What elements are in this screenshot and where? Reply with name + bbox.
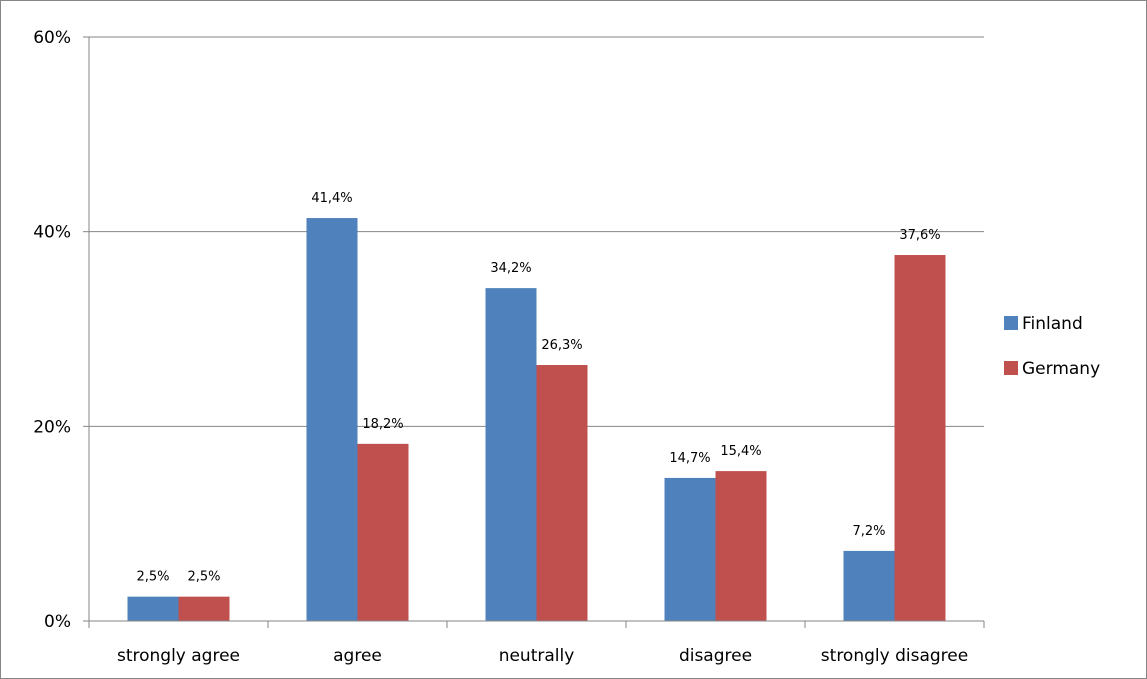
data-labels: 2,5% 2,5% 41,4% 18,2% 34,2% 26,3% 14,7% 15,4% 7,…: [136, 191, 940, 585]
legend-swatch-germany: [1004, 361, 1018, 375]
x-category-label: strongly disagree: [821, 646, 968, 666]
data-label: 7,2%: [852, 524, 885, 539]
axes: [83, 36, 985, 628]
legend-label-germany: Germany: [1022, 359, 1100, 379]
x-category-label: neutrally: [499, 646, 575, 666]
x-axis-category-labels: strongly agree agree neutrally disagree stro…: [117, 646, 968, 666]
bar-finland-neutrally: [485, 288, 537, 621]
data-label: 18,2%: [362, 417, 403, 432]
bar-germany-disagree: [715, 471, 767, 621]
data-label: 2,5%: [136, 570, 169, 585]
y-tick-label: 0%: [44, 612, 71, 632]
data-label: 14,7%: [669, 451, 710, 466]
bar-finland-disagree: [664, 477, 716, 621]
data-label: 15,4%: [720, 444, 761, 459]
bar-finland-agree: [306, 218, 358, 622]
bar-finland-strongly-agree: [127, 596, 179, 621]
y-tick-label: 60%: [33, 28, 71, 48]
data-label: 2,5%: [187, 570, 220, 585]
x-category-label: strongly agree: [117, 646, 240, 666]
data-label: 34,2%: [490, 261, 531, 276]
bar-germany-strongly-agree: [178, 596, 230, 621]
y-tick-label: 20%: [33, 417, 71, 437]
bars: [127, 218, 946, 622]
x-category-label: disagree: [679, 646, 752, 666]
data-label: 26,3%: [541, 338, 582, 353]
legend: Finland Germany: [1004, 314, 1100, 379]
x-category-label: agree: [333, 646, 382, 666]
bar-finland-strongly-disagree: [843, 550, 895, 621]
bar-germany-strongly-disagree: [894, 255, 946, 621]
data-label: 37,6%: [899, 228, 940, 243]
y-tick-label: 40%: [33, 223, 71, 243]
y-axis-tick-labels: 0% 20% 40% 60%: [33, 28, 71, 632]
bar-germany-neutrally: [536, 365, 588, 621]
data-label: 41,4%: [311, 191, 352, 206]
legend-swatch-finland: [1004, 316, 1018, 330]
bar-germany-agree: [357, 443, 409, 621]
legend-label-finland: Finland: [1022, 314, 1083, 334]
